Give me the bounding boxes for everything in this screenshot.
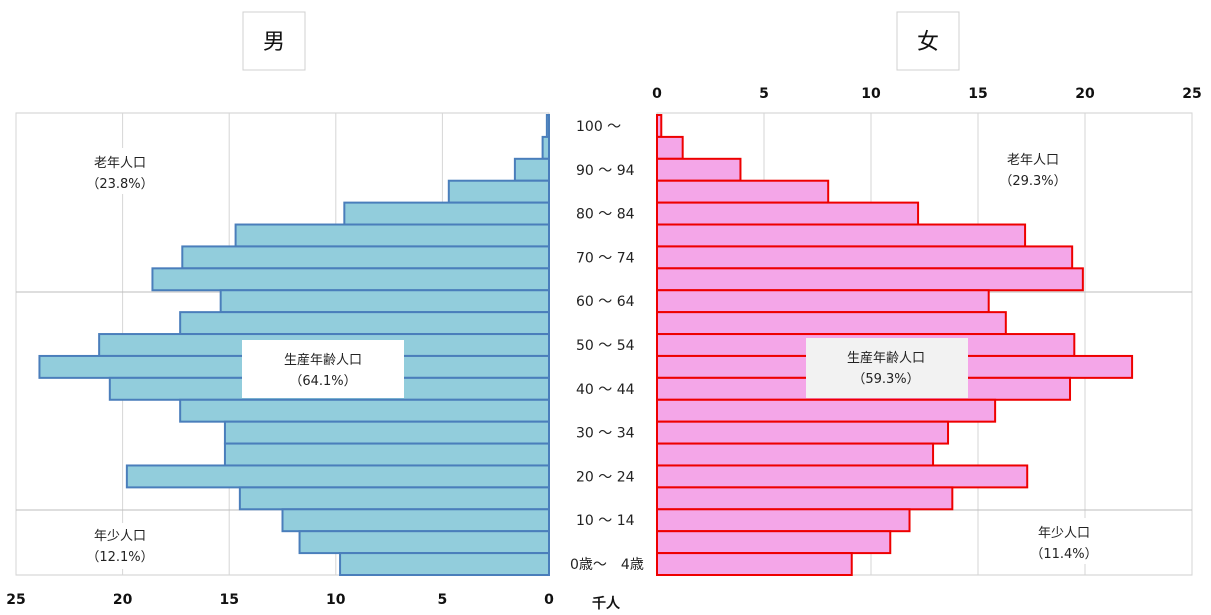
male-bar-95〜99 [541, 135, 551, 160]
female-working-annotation: 生産年齢人口 （59.3%） [806, 338, 968, 398]
female-header: 女 [896, 11, 960, 71]
female-bar-95〜99 [656, 135, 684, 160]
age-axis: 100 〜 90 〜 94 80 〜 84 70 〜 74 60 〜 64 50 〜 54… [570, 119, 644, 573]
female-elderly-label: 老年人口 [1007, 153, 1059, 168]
age-label: 60 〜 64 [576, 294, 635, 310]
male-working-label: 生産年齢人口 [284, 352, 362, 368]
female-x-tick-label: 0 [652, 86, 662, 102]
female-working-pct: （59.3%） [852, 372, 919, 387]
female-bar-20〜24 [656, 464, 1029, 489]
female-x-axis: 0 5 10 15 20 25 [652, 86, 1202, 102]
female-bar-85〜89 [656, 179, 830, 204]
male-elderly-label: 老年人口 [94, 156, 146, 171]
male-x-tick-label: 5 [438, 592, 448, 608]
age-label: 0歳〜 4歳 [570, 557, 644, 573]
female-bar-90〜94 [656, 157, 742, 182]
male-bar-85〜89 [447, 179, 550, 204]
female-bar-15〜19 [656, 486, 954, 511]
female-elderly-annotation: 老年人口 （29.3%） [982, 148, 1082, 194]
female-label: 女 [917, 30, 939, 55]
male-bar-35〜39 [179, 398, 550, 423]
male-x-tick-label: 10 [326, 592, 346, 608]
male-young-pct: （12.1%） [86, 550, 153, 565]
female-x-tick-label: 5 [759, 86, 769, 102]
male-x-axis: 0 5 10 15 20 25 [6, 592, 554, 608]
female-bar-60〜64 [656, 289, 990, 314]
male-bar-15〜19 [238, 486, 551, 511]
age-label: 10 〜 14 [576, 513, 635, 529]
age-label: 20 〜 24 [576, 469, 635, 485]
female-bar-25〜29 [656, 442, 935, 467]
female-bar-0〜4 [656, 552, 853, 576]
age-label: 70 〜 74 [576, 250, 635, 266]
female-x-tick-label: 25 [1182, 86, 1201, 102]
female-x-tick-label: 20 [1075, 86, 1095, 102]
male-bar-75〜79 [234, 223, 550, 248]
age-label: 100 〜 [576, 119, 621, 135]
female-bar-80〜84 [656, 201, 920, 226]
male-bar-80〜84 [343, 201, 550, 226]
age-label: 90 〜 94 [576, 163, 635, 179]
male-bar-70〜74 [181, 245, 551, 270]
male-bar-20〜24 [125, 464, 550, 489]
female-bar-65〜69 [656, 267, 1084, 292]
male-bar-0〜4 [339, 552, 550, 576]
female-young-pct: （11.4%） [1030, 547, 1097, 562]
male-x-tick-label: 25 [6, 592, 25, 608]
female-x-tick-label: 15 [968, 86, 987, 102]
female-bar-35〜39 [656, 398, 997, 423]
male-young-label: 年少人口 [94, 529, 146, 544]
female-bar-55〜59 [656, 311, 1007, 336]
age-label: 40 〜 44 [576, 382, 635, 398]
female-bar-70〜74 [656, 245, 1074, 270]
male-bar-25〜29 [223, 442, 550, 467]
male-x-tick-label: 15 [219, 592, 238, 608]
female-bar-100〜 [656, 114, 663, 138]
male-bar-30〜34 [223, 420, 550, 445]
male-bar-90〜94 [513, 157, 550, 182]
male-x-tick-label: 20 [113, 592, 133, 608]
male-elderly-pct: （23.8%） [86, 177, 153, 192]
male-bar-100〜 [545, 114, 550, 138]
unit-label: 千人 [592, 595, 621, 612]
male-bar-55〜59 [179, 311, 550, 336]
male-bar-60〜64 [219, 289, 550, 314]
male-label: 男 [263, 30, 285, 55]
male-working-annotation: 生産年齢人口 （64.1%） [242, 340, 404, 398]
age-label: 50 〜 54 [576, 338, 635, 354]
male-header: 男 [242, 11, 306, 71]
male-x-tick-label: 0 [544, 592, 554, 608]
male-bar-5〜9 [298, 530, 550, 555]
male-bar-10〜14 [281, 508, 550, 533]
female-elderly-pct: （29.3%） [999, 174, 1066, 189]
female-bar-30〜34 [656, 420, 950, 445]
male-working-pct: （64.1%） [289, 374, 356, 389]
female-young-annotation: 年少人口 （11.4%） [1010, 518, 1120, 564]
female-bar-75〜79 [656, 223, 1027, 248]
female-x-tick-label: 10 [861, 86, 881, 102]
female-bar-5〜9 [656, 530, 892, 555]
female-working-label: 生産年齢人口 [847, 350, 925, 366]
age-label: 80 〜 84 [576, 207, 635, 223]
age-label: 30 〜 34 [576, 426, 635, 442]
male-elderly-annotation: 老年人口 （23.8%） [70, 148, 170, 194]
male-bar-65〜69 [151, 267, 550, 292]
female-young-label: 年少人口 [1038, 526, 1090, 541]
female-bar-10〜14 [656, 508, 911, 533]
male-young-annotation: 年少人口 （12.1%） [70, 523, 170, 569]
